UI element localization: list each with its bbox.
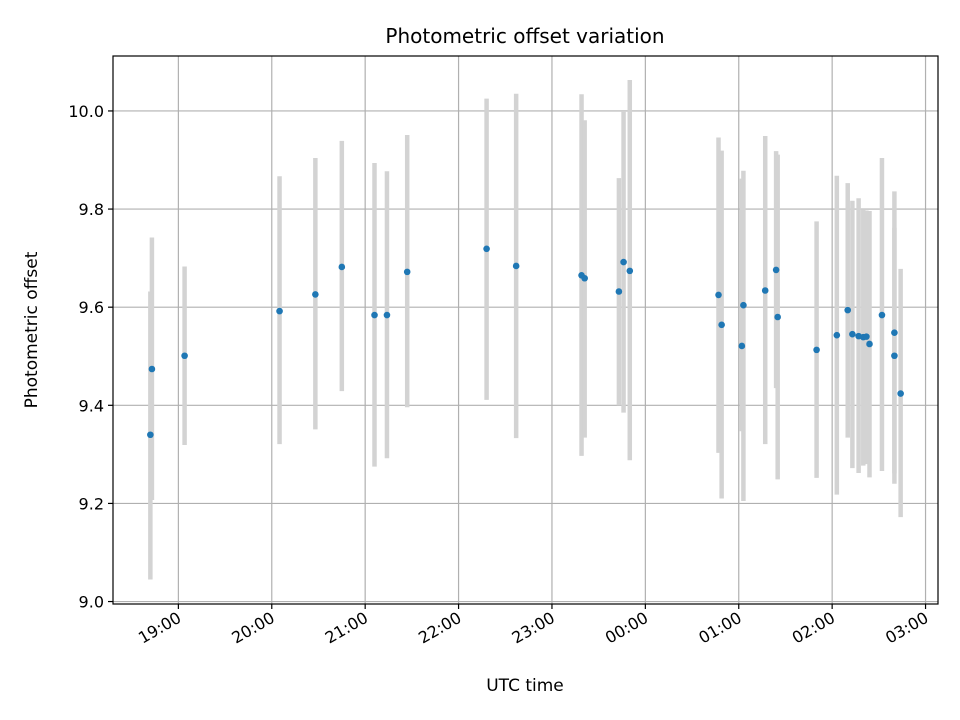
data-point	[897, 390, 904, 397]
data-point	[581, 274, 588, 282]
data-point	[147, 431, 154, 439]
data-point	[891, 329, 898, 336]
data-point	[483, 245, 490, 253]
y-axis-ticks: 9.0 9.2 9.4 9.6 9.8 10.0	[68, 102, 113, 612]
y-tick-label: 9.0	[79, 593, 104, 612]
data-point	[403, 268, 411, 276]
data-point	[878, 311, 886, 319]
chart-title: Photometric offset variation	[385, 24, 664, 48]
data-point	[863, 333, 870, 340]
data-point	[615, 288, 623, 295]
plot-frame	[112, 55, 939, 605]
data-point	[849, 330, 856, 338]
data-point	[312, 291, 319, 298]
data-point	[338, 263, 346, 271]
data-point	[620, 258, 627, 266]
data-point	[181, 352, 188, 360]
data-point	[276, 307, 283, 315]
x-axis-label: UTC time	[486, 676, 564, 696]
data-point	[772, 266, 780, 274]
y-tick-label: 10.0	[68, 102, 104, 121]
data-point	[891, 352, 898, 360]
data-point	[512, 262, 520, 270]
data-point	[371, 311, 378, 319]
data-points	[147, 245, 904, 439]
y-tick-label: 9.6	[79, 298, 104, 317]
y-axis-label: Photometric offset	[22, 251, 42, 408]
data-point	[148, 365, 156, 373]
data-point	[383, 311, 391, 319]
y-tick-label: 9.4	[79, 396, 104, 415]
data-point	[718, 321, 725, 329]
data-point	[813, 346, 820, 354]
data-point	[761, 287, 769, 294]
data-point	[833, 331, 841, 339]
y-tick-label: 9.8	[79, 200, 104, 219]
data-point	[774, 313, 781, 321]
data-point	[715, 291, 722, 299]
y-tick-label: 9.2	[79, 494, 104, 513]
grid-lines	[113, 56, 938, 604]
data-point	[738, 342, 746, 350]
data-point	[866, 340, 873, 348]
data-point	[740, 301, 747, 309]
data-point	[626, 267, 634, 275]
data-point	[844, 306, 852, 314]
